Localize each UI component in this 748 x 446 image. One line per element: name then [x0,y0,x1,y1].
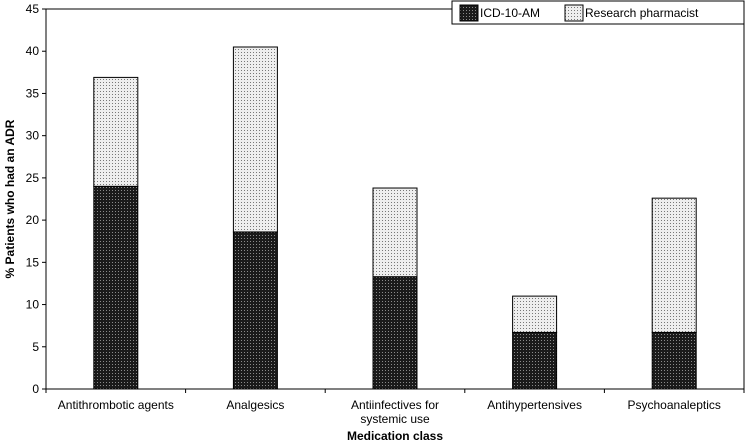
x-tick-label-line: Analgesics [226,398,284,412]
x-tick-label: Analgesics [226,398,284,412]
y-tick-label: 20 [26,213,40,227]
bar-research-pharmacist-1 [232,46,278,233]
bar-research-pharmacist-4 [651,197,697,333]
y-tick-label: 30 [26,129,40,143]
x-tick-label-line: Antihypertensives [487,398,582,412]
bar-research-pharmacist-2 [372,187,418,278]
legend-swatch [564,4,584,22]
bar-icd-10-am-3 [512,331,558,390]
legend-swatch [459,4,479,22]
bar-icd-10-am-0 [93,185,139,390]
legend-label: ICD-10-AM [480,6,540,20]
bar-research-pharmacist-0 [93,76,139,187]
bars [93,46,697,390]
x-axis-title: Medication class [347,429,443,443]
y-tick-label: 5 [32,340,39,354]
x-tick-label-line: Antiinfectives for [351,398,439,412]
y-axis-title: % Patients who had an ADR [3,119,17,278]
y-tick-label: 45 [26,2,40,16]
legend-label: Research pharmacist [585,6,699,20]
y-tick-label: 15 [26,255,40,269]
y-tick-label: 0 [32,382,39,396]
legend-box [451,0,745,25]
bar-icd-10-am-1 [232,231,278,390]
y-tick-label: 25 [26,171,40,185]
x-tick-label: Antithrombotic agents [58,398,174,412]
y-tick-label: 40 [26,44,40,58]
x-tick-label-line: Psychoanaleptics [628,398,721,412]
y-tick-label: 10 [26,298,40,312]
x-tick-label-line: Antithrombotic agents [58,398,174,412]
x-tick-label: Psychoanaleptics [628,398,721,412]
bar-icd-10-am-4 [651,331,697,390]
y-tick-label: 35 [26,86,40,100]
x-tick-label-line: systemic use [360,412,430,426]
legend: ICD-10-AM Research pharmacist [451,0,745,25]
x-tick-label: Antiinfectives for systemic use [351,398,439,426]
bar-icd-10-am-2 [372,276,418,390]
bar-research-pharmacist-3 [512,295,558,333]
labels: 0 5 10 15 20 25 30 35 40 45 % Patients who had an … [3,2,721,443]
x-tick-label: Antihypertensives [487,398,582,412]
